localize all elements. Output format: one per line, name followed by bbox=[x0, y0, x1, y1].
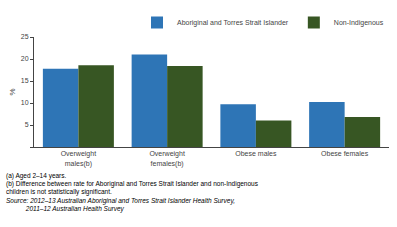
svg-text:15: 15 bbox=[21, 77, 29, 84]
svg-text:Source: 2012–13 Australian Abo: Source: 2012–13 Australian Aboriginal an… bbox=[6, 197, 235, 213]
svg-text:(a) Aged 2–14 years.: (a) Aged 2–14 years. bbox=[6, 172, 67, 180]
svg-text:Overweightfemales(b): Overweightfemales(b) bbox=[149, 150, 184, 167]
svg-text:Overweightmales(b): Overweightmales(b) bbox=[61, 150, 96, 167]
svg-text:Obese females: Obese females bbox=[321, 150, 369, 157]
svg-text:(b) Difference between rate fo: (b) Difference between rate for Aborigin… bbox=[6, 180, 259, 196]
svg-text:Non-Indigenous: Non-Indigenous bbox=[334, 19, 384, 27]
svg-text:10: 10 bbox=[21, 99, 29, 106]
svg-text:%: % bbox=[8, 88, 17, 95]
svg-text:Aboriginal and Torres Strait I: Aboriginal and Torres Strait Islander bbox=[177, 19, 289, 27]
svg-text:5: 5 bbox=[25, 121, 29, 128]
svg-text:20: 20 bbox=[21, 55, 29, 62]
svg-text:Obese males: Obese males bbox=[235, 150, 277, 157]
svg-text:25: 25 bbox=[21, 33, 29, 40]
